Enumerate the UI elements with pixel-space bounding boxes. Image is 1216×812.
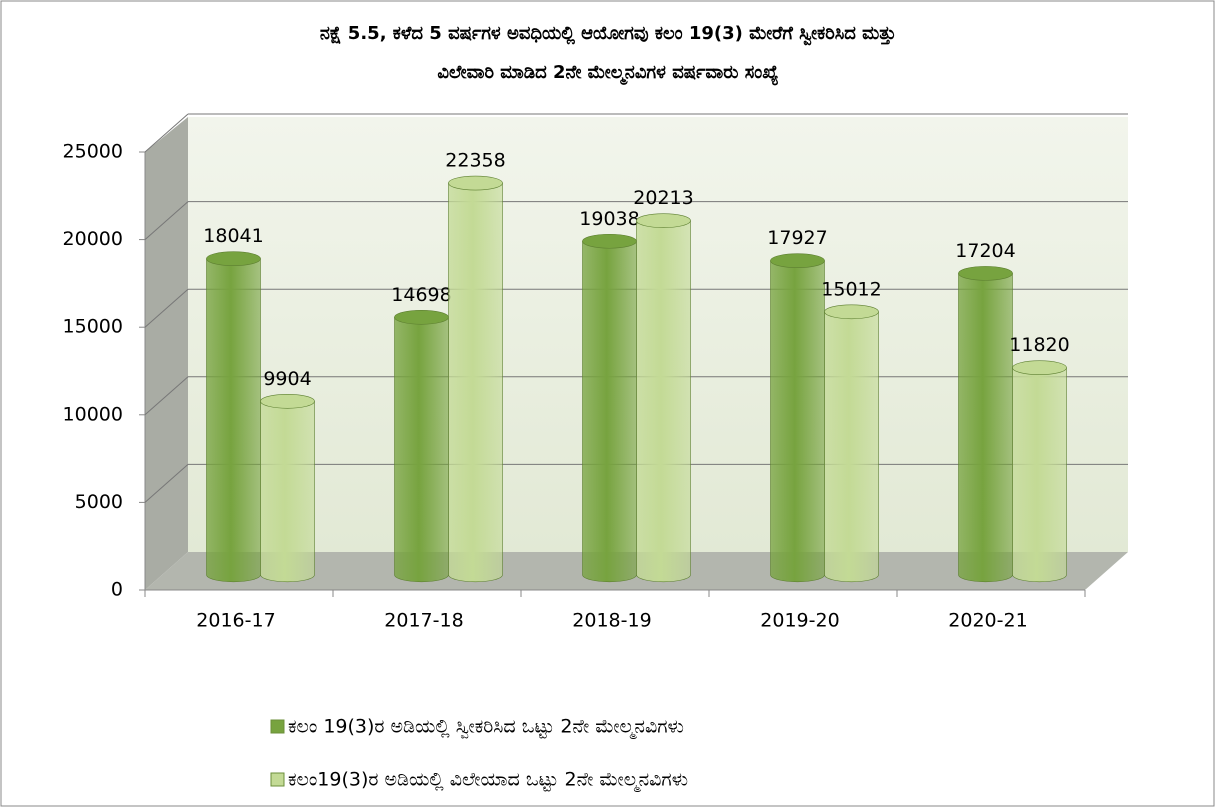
data-label: 17927 [767, 227, 827, 249]
cylinder-body [1012, 367, 1067, 583]
data-label: 14698 [391, 284, 451, 306]
y-tick-label: 0 [111, 579, 123, 601]
chart-title: ವಿಲೇವಾರಿ ಮಾಡಿದ 2ನೇ ಮೇಲ್ಮನವಿಗಳ ವರ್ಷವಾರು ಸ… [437, 62, 778, 86]
cylinder-top [394, 309, 449, 325]
cylinder-body [260, 400, 315, 583]
x-tick-label: 2019-20 [760, 610, 839, 632]
bar [206, 251, 261, 583]
cylinder-body [394, 316, 449, 583]
cylinder-body [770, 260, 825, 583]
y-tick-label: 5000 [75, 491, 123, 513]
y-tick-label: 20000 [63, 228, 123, 250]
cylinder-body [958, 273, 1013, 583]
side-wall [145, 117, 188, 590]
cylinder-top [636, 213, 691, 228]
bar [824, 304, 879, 583]
cylinder-top [206, 251, 261, 267]
cylinder-body [448, 182, 503, 583]
legend-label: ಕಲಂ 19(3)ರ ಅಡಿಯಲ್ಲಿ ಸ್ವೀಕರಿಸಿದ ಒಟ್ಟು 2ನೇ… [288, 716, 684, 740]
cylinder-body [206, 258, 261, 583]
data-label: 11820 [1009, 334, 1069, 356]
data-label: 9904 [263, 368, 311, 390]
grid-line [144, 464, 189, 503]
grid-line [144, 113, 189, 153]
grid-line [144, 376, 189, 416]
y-tick-label: 25000 [63, 141, 123, 163]
bar [1012, 360, 1067, 583]
cylinder-top [582, 233, 637, 249]
data-label: 18041 [203, 225, 263, 247]
x-tick-label: 2016-17 [196, 610, 275, 632]
data-label: 17204 [955, 240, 1015, 262]
cylinder-top [1012, 360, 1067, 376]
grid-line [144, 288, 189, 328]
bar [636, 213, 691, 583]
data-label: 20213 [633, 187, 693, 209]
cylinder-top [448, 175, 503, 191]
chart-title: ನಕ್ಷೆ 5.5, ಕಳೆದ 5 ವರ್ಷಗಳ ಅವಧಿಯಲ್ಲಿ ಆಯೋಗವ… [320, 23, 896, 46]
x-tick-label: 2018-19 [572, 610, 651, 632]
y-tick-label: 10000 [63, 403, 123, 425]
bar [958, 266, 1013, 583]
legend-marker [270, 772, 285, 787]
x-tick-label: 2020-21 [948, 610, 1027, 632]
grid-line [144, 201, 189, 240]
bar [582, 233, 637, 583]
bar [448, 175, 503, 583]
cylinder-top [260, 393, 315, 409]
legend-label: ಕಲಂ19(3)ರ ಅಡಿಯಲ್ಲಿ ವಿಲೇಯಾದ ಒಟ್ಟು 2ನೇ ಮೇಲ… [288, 769, 688, 793]
cylinder-top [824, 304, 879, 320]
bar [394, 309, 449, 583]
data-label: 15012 [821, 278, 881, 300]
cylinder-body [582, 240, 637, 583]
cylinder-body [636, 220, 691, 583]
data-label: 22358 [445, 150, 505, 172]
bar [260, 393, 315, 583]
data-label: 19038 [579, 208, 639, 230]
cylinder-body [824, 311, 879, 583]
cylinder-top [770, 253, 825, 269]
x-tick-label: 2017-18 [384, 610, 463, 632]
legend-marker [270, 719, 285, 734]
bar [770, 253, 825, 583]
y-tick-label: 15000 [63, 316, 123, 338]
cylinder-top [958, 266, 1013, 281]
